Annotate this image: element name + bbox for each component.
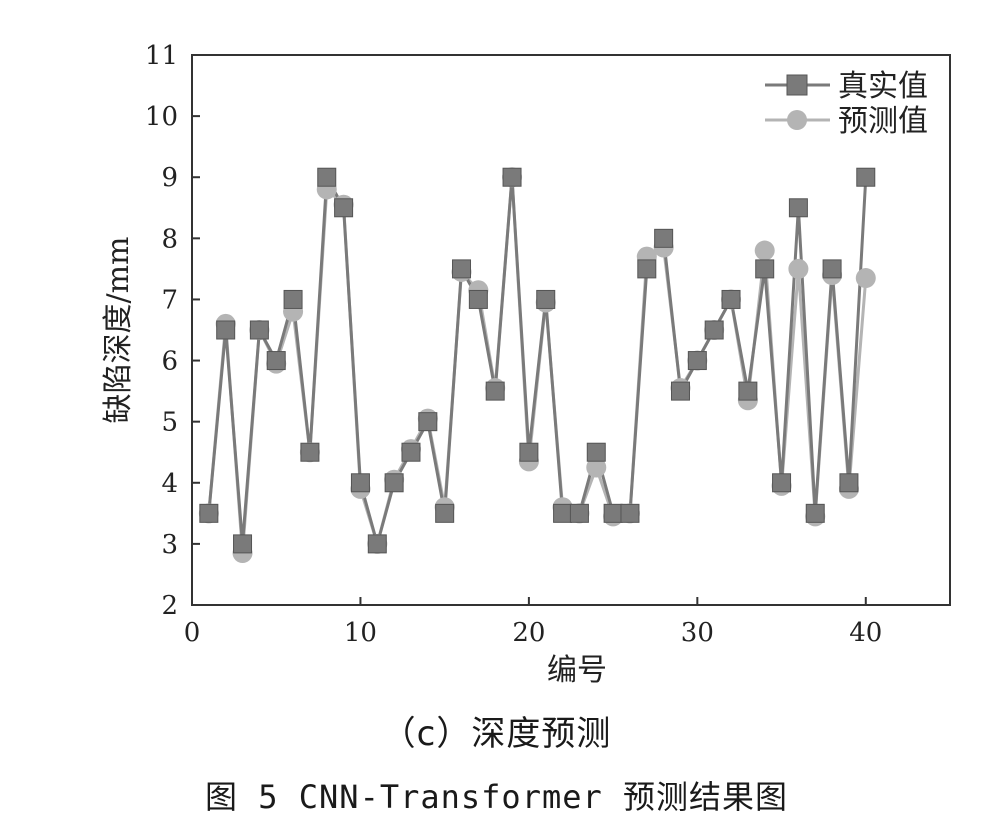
x-tick-label: 30 [681, 618, 714, 648]
true-value-point [266, 351, 286, 371]
y-tick-label: 2 [161, 591, 178, 621]
predicted-value-point [586, 457, 607, 478]
true-value-point [637, 259, 657, 279]
true-value-point [401, 442, 421, 462]
true-value-point [317, 167, 337, 187]
true-value-point [670, 381, 690, 401]
true-value-point [367, 534, 387, 554]
y-tick-label: 3 [161, 530, 178, 560]
y-tick-label: 10 [145, 102, 178, 132]
true-value-point [856, 167, 876, 187]
true-value-point [586, 442, 606, 462]
true-value-point [569, 503, 589, 523]
true-value-point [350, 473, 370, 493]
true-value-point [249, 320, 269, 340]
true-value-point [384, 473, 404, 493]
legend-circle-marker [787, 110, 807, 130]
true-value-point [755, 259, 775, 279]
true-value-point [603, 503, 623, 523]
true-value-point [519, 442, 539, 462]
legend-square-marker [786, 74, 808, 96]
figure-caption: 图 5 CNN-Transformer 预测结果图 [204, 778, 789, 816]
true-value-point [452, 259, 472, 279]
true-value-point [300, 442, 320, 462]
true-value-point [199, 503, 219, 523]
predicted-value-point [855, 268, 876, 289]
legend-label-pred: 预测值 [838, 104, 928, 139]
predicted-value-point [754, 240, 775, 261]
y-tick-label: 8 [161, 224, 178, 254]
true-value-point [485, 381, 505, 401]
subfigure-caption: （c）深度预测 [381, 714, 612, 754]
true-value-point [502, 167, 522, 187]
true-value-point [738, 381, 758, 401]
true-value-point [687, 351, 707, 371]
y-tick-label: 9 [161, 163, 178, 193]
y-tick-label: 5 [161, 408, 178, 438]
plot-frame [191, 54, 951, 606]
true-value-point [418, 412, 438, 432]
true-value-point [839, 473, 859, 493]
y-axis-label: 缺陷深度/mm [101, 236, 136, 423]
true-value-point [654, 228, 674, 248]
predicted-value-point [788, 258, 809, 279]
true-value-point [805, 503, 825, 523]
true-value-point [822, 259, 842, 279]
true-value-point [620, 503, 640, 523]
true-value-point [468, 289, 488, 309]
true-value-point [435, 503, 455, 523]
series-line-true [207, 171, 868, 550]
x-tick-label: 40 [849, 618, 882, 648]
true-value-point [536, 289, 556, 309]
y-tick-label: 7 [161, 285, 178, 315]
true-value-point [772, 473, 792, 493]
true-value-point [721, 289, 741, 309]
y-tick-label: 4 [161, 469, 178, 499]
true-value-point [233, 534, 253, 554]
legend-label-true: 真实值 [838, 69, 928, 104]
true-value-point [283, 289, 303, 309]
legend: 真实值 预测值 [765, 69, 928, 139]
true-value-point [216, 320, 236, 340]
x-tick-label: 0 [184, 618, 201, 648]
true-value-point [553, 503, 573, 523]
true-value-point [788, 198, 808, 218]
y-tick-label: 6 [161, 347, 178, 377]
x-axis-label: 编号 [547, 653, 607, 688]
x-tick-label: 10 [344, 618, 377, 648]
x-tick-label: 20 [512, 618, 545, 648]
true-value-point [704, 320, 724, 340]
true-value-point [334, 198, 354, 218]
y-tick-label: 11 [145, 41, 178, 71]
